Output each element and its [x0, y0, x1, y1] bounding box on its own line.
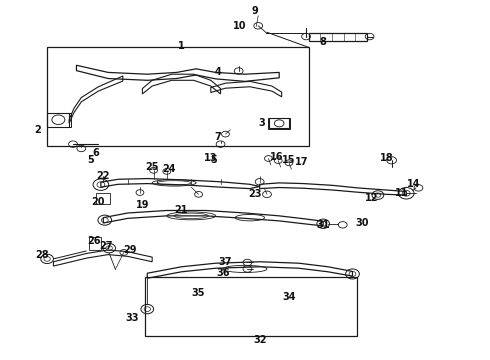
Text: 29: 29	[123, 245, 137, 255]
Text: 26: 26	[87, 236, 100, 246]
Text: 30: 30	[356, 218, 369, 228]
Bar	[269, 118, 291, 129]
Text: 15: 15	[282, 155, 296, 165]
Bar	[309, 33, 367, 41]
Text: 23: 23	[248, 189, 262, 199]
Text: 27: 27	[99, 241, 113, 251]
Text: 14: 14	[407, 179, 420, 189]
Text: 24: 24	[163, 164, 176, 174]
Text: 18: 18	[380, 153, 393, 163]
Text: 21: 21	[175, 206, 188, 216]
Bar	[47, 113, 71, 127]
Text: 9: 9	[251, 6, 258, 17]
Text: 17: 17	[294, 157, 308, 167]
Text: 8: 8	[320, 37, 327, 47]
Text: 10: 10	[233, 21, 247, 31]
Bar	[270, 118, 289, 129]
Text: 7: 7	[215, 132, 221, 142]
Text: 28: 28	[35, 250, 49, 260]
Text: 32: 32	[253, 334, 267, 345]
Bar	[48, 113, 70, 127]
Text: 12: 12	[365, 193, 379, 203]
Text: 19: 19	[136, 200, 149, 210]
Text: 5: 5	[210, 155, 217, 165]
Text: 13: 13	[204, 153, 218, 163]
Text: 3: 3	[259, 118, 266, 128]
Bar	[96, 193, 110, 204]
Bar	[47, 47, 309, 146]
Text: 1: 1	[178, 41, 185, 50]
Text: 22: 22	[97, 171, 110, 181]
Text: 35: 35	[192, 288, 205, 298]
Text: 6: 6	[93, 148, 99, 158]
Text: 25: 25	[146, 162, 159, 172]
Text: 37: 37	[219, 257, 232, 267]
Text: 5: 5	[88, 155, 95, 165]
Text: 33: 33	[126, 313, 139, 323]
Text: 16: 16	[270, 152, 284, 162]
Text: 4: 4	[215, 67, 221, 77]
Text: 36: 36	[216, 268, 230, 278]
Bar	[145, 277, 357, 336]
Bar	[89, 237, 101, 250]
Text: 31: 31	[317, 220, 330, 230]
Text: 34: 34	[282, 292, 296, 302]
Text: 11: 11	[394, 188, 408, 198]
Text: 2: 2	[34, 125, 41, 135]
Text: 20: 20	[92, 197, 105, 207]
